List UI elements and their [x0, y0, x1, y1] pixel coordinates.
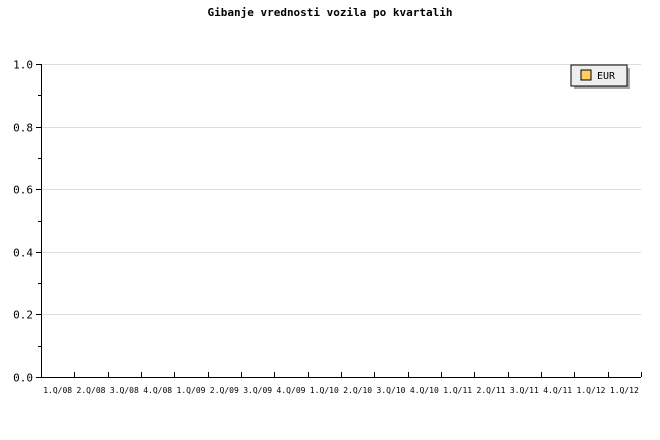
x-tick-label: 4.Q/09 [277, 386, 306, 395]
y-tick-label: 0.8 [13, 122, 33, 135]
x-tick-label: 1.Q/09 [177, 386, 206, 395]
x-tick-label: 4.Q/10 [410, 386, 439, 395]
x-tick-label: 2.Q/08 [77, 386, 106, 395]
y-tick-label: 0.2 [13, 309, 33, 322]
x-tick-label: 3.Q/11 [510, 386, 539, 395]
x-tick-label: 1.Q/12 [577, 386, 606, 395]
x-tick-label: 3.Q/09 [243, 386, 272, 395]
x-tick-label: 4.Q/11 [543, 386, 572, 395]
x-tick-label: 3.Q/10 [377, 386, 406, 395]
y-tick-label: 1.0 [13, 59, 33, 72]
y-tick-label: 0.6 [13, 184, 33, 197]
x-tick-label: 4.Q/08 [143, 386, 172, 395]
chart-title: Gibanje vrednosti vozila po kvartalih [207, 6, 452, 19]
y-tick-label: 0.0 [13, 372, 33, 385]
x-tick-label: 1.Q/12 [610, 386, 639, 395]
legend-label-eur: EUR [597, 71, 616, 82]
x-tick-label: 2.Q/10 [343, 386, 372, 395]
x-tick-label: 1.Q/08 [43, 386, 72, 395]
x-tick-label: 1.Q/11 [443, 386, 472, 395]
x-tick-label: 2.Q/11 [477, 386, 506, 395]
x-tick-label: 3.Q/08 [110, 386, 139, 395]
legend-swatch-eur [580, 69, 592, 81]
x-tick-label: 2.Q/09 [210, 386, 239, 395]
legend: EUR [570, 64, 630, 89]
y-tick-label: 0.4 [13, 247, 33, 260]
x-tick-label: 1.Q/10 [310, 386, 339, 395]
